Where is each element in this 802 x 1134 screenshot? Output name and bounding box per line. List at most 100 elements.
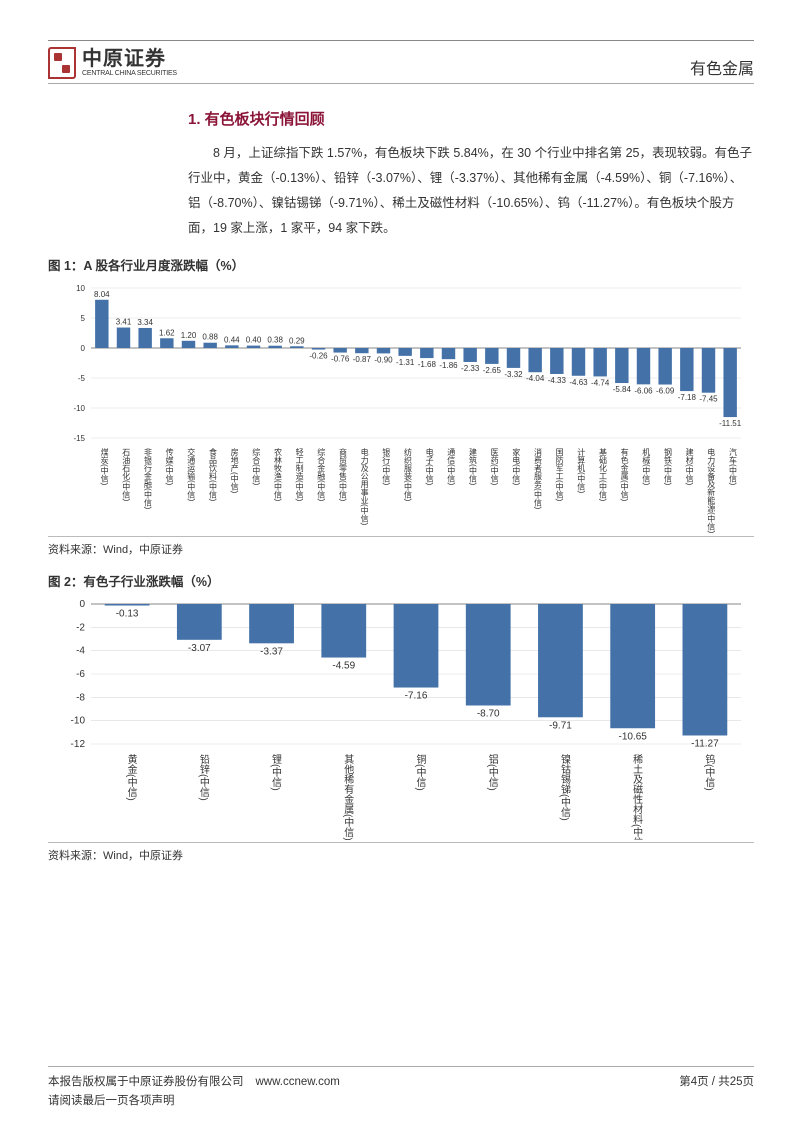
svg-text:-6.09: -6.09 [656, 387, 675, 396]
svg-text:基础化工(中信): 基础化工(中信) [598, 447, 607, 502]
svg-text:-8.70: -8.70 [477, 709, 500, 720]
svg-text:-10.65: -10.65 [618, 731, 647, 742]
svg-text:5: 5 [81, 314, 86, 323]
section-para: 8 月，上证综指下跌 1.57%，有色板块下跌 5.84%，在 30 个行业中排… [188, 141, 754, 241]
svg-text:0.38: 0.38 [267, 336, 283, 345]
svg-text:铝(中信): 铝(中信) [486, 754, 498, 791]
svg-text:-2.65: -2.65 [483, 366, 502, 375]
chart2-title: 图 2：有色子行业涨跌幅（%） [48, 571, 754, 590]
svg-text:电子(中信): 电子(中信) [425, 447, 434, 486]
svg-text:通信(中信): 通信(中信) [447, 447, 456, 486]
svg-text:0.88: 0.88 [202, 333, 218, 342]
svg-text:-1.86: -1.86 [439, 361, 458, 370]
footer-copyright: 本报告版权属于中原证券股份有限公司 [48, 1073, 244, 1089]
logo-block: 中原证券 CENTRAL CHINA SECURITIES [48, 47, 177, 79]
svg-text:-3.07: -3.07 [188, 643, 211, 654]
svg-text:-5: -5 [78, 374, 86, 383]
svg-text:-3.32: -3.32 [504, 370, 523, 379]
svg-text:有色金属(中信): 有色金属(中信) [620, 447, 629, 502]
svg-text:钢铁(中信): 钢铁(中信) [663, 447, 672, 486]
svg-text:1.20: 1.20 [181, 331, 197, 340]
header-rule [48, 83, 754, 84]
svg-text:-15: -15 [73, 434, 85, 443]
svg-text:国防军工(中信): 国防军工(中信) [555, 448, 564, 502]
svg-text:-3.37: -3.37 [260, 646, 283, 657]
svg-text:非银行金融(中信): 非银行金融(中信) [143, 447, 152, 510]
svg-text:0.44: 0.44 [224, 335, 240, 344]
svg-text:0.29: 0.29 [289, 336, 305, 345]
svg-text:-0.87: -0.87 [353, 355, 372, 364]
svg-text:-7.45: -7.45 [699, 395, 718, 404]
svg-text:电力及公用事业(中信): 电力及公用事业(中信) [360, 447, 369, 526]
svg-text:8.04: 8.04 [94, 290, 110, 299]
svg-text:3.34: 3.34 [137, 318, 153, 327]
chart1: -15 -10 -5 0 5 10 8.04 煤炭(中信) 3.41 石油石化(中信) 3.34 非银… [51, 280, 751, 534]
svg-text:3.41: 3.41 [116, 318, 132, 327]
svg-text:-7.18: -7.18 [678, 393, 697, 402]
svg-text:-10: -10 [73, 404, 85, 413]
logo-text: 中原证券 CENTRAL CHINA SECURITIES [82, 49, 177, 77]
page-footer: 本报告版权属于中原证券股份有限公司 www.ccnew.com 请阅读最后一页各… [48, 1066, 754, 1108]
svg-text:铜(中信): 铜(中信) [414, 754, 426, 791]
svg-text:电力设备及新能源(中信): 电力设备及新能源(中信) [707, 447, 716, 534]
svg-text:-6: -6 [76, 669, 85, 680]
svg-text:计算机(中信): 计算机(中信) [577, 447, 586, 494]
svg-text:石油石化(中信): 石油石化(中信) [122, 448, 131, 502]
svg-text:-1.31: -1.31 [396, 358, 415, 367]
svg-text:黄金(中信): 黄金(中信) [125, 753, 137, 801]
footer-disclaimer: 请阅读最后一页各项声明 [48, 1092, 340, 1108]
svg-text:综合(中信): 综合(中信) [252, 447, 261, 486]
chart1-source: 资料来源：Wind，中原证券 [48, 536, 754, 557]
logo-cn: 中原证券 [82, 49, 177, 70]
logo-en: CENTRAL CHINA SECURITIES [82, 70, 177, 77]
svg-text:0: 0 [81, 344, 86, 353]
svg-text:-4: -4 [76, 646, 85, 657]
report-page: 中原证券 CENTRAL CHINA SECURITIES 有色金属 1. 有色… [0, 0, 802, 1134]
svg-text:镍钴锡锑(中信): 镍钴锡锑(中信) [558, 753, 570, 821]
svg-text:综合金融(中信): 综合金融(中信) [317, 447, 326, 502]
svg-text:-6.06: -6.06 [634, 386, 653, 395]
logo-mark-icon [48, 47, 76, 79]
chart2-source: 资料来源：Wind，中原证券 [48, 842, 754, 863]
svg-text:-4.74: -4.74 [591, 378, 610, 387]
svg-text:-0.13: -0.13 [116, 609, 139, 620]
svg-text:-4.04: -4.04 [526, 374, 545, 383]
svg-text:其他稀有金属(中信): 其他稀有金属(中信) [342, 754, 354, 840]
svg-text:-2: -2 [76, 622, 85, 633]
svg-text:-4.63: -4.63 [569, 378, 588, 387]
svg-text:-4.33: -4.33 [548, 376, 567, 385]
svg-text:轻工制造(中信): 轻工制造(中信) [295, 447, 304, 502]
section-heading: 1. 有色板块行情回顾 [188, 108, 754, 129]
svg-text:农林牧渔(中信): 农林牧渔(中信) [273, 447, 282, 502]
svg-text:-9.71: -9.71 [549, 720, 572, 731]
svg-text:-4.59: -4.59 [332, 661, 355, 672]
svg-text:10: 10 [76, 284, 85, 293]
footer-left: 本报告版权属于中原证券股份有限公司 www.ccnew.com 请阅读最后一页各… [48, 1073, 340, 1108]
svg-text:-8: -8 [76, 692, 85, 703]
svg-text:-0.90: -0.90 [374, 355, 393, 364]
svg-text:汽车(中信): 汽车(中信) [728, 447, 737, 486]
svg-text:-12: -12 [71, 739, 86, 750]
svg-text:-0.26: -0.26 [309, 352, 328, 361]
svg-text:房地产(中信): 房地产(中信) [230, 447, 239, 494]
svg-text:-11.27: -11.27 [691, 738, 719, 749]
svg-text:-2.33: -2.33 [461, 364, 480, 373]
svg-text:交通运输(中信): 交通运输(中信) [187, 447, 196, 502]
svg-text:煤炭(中信): 煤炭(中信) [100, 447, 109, 486]
footer-url: www.ccnew.com [256, 1076, 340, 1088]
svg-text:商贸零售(中信): 商贸零售(中信) [338, 447, 347, 502]
svg-text:建筑(中信): 建筑(中信) [468, 447, 477, 486]
svg-text:铅锌(中信): 铅锌(中信) [197, 753, 209, 801]
svg-text:-5.84: -5.84 [613, 385, 632, 394]
svg-text:锂(中信): 锂(中信) [270, 754, 282, 791]
svg-text:0.40: 0.40 [246, 336, 262, 345]
svg-text:0: 0 [79, 599, 85, 610]
svg-text:家电(中信): 家电(中信) [512, 447, 521, 486]
svg-text:-7.16: -7.16 [405, 691, 428, 702]
footer-page: 第4页 / 共25页 [679, 1073, 754, 1108]
svg-text:医药(中信): 医药(中信) [490, 448, 499, 486]
svg-text:-11.51: -11.51 [719, 419, 742, 428]
svg-text:稀土及磁性材料(中信): 稀土及磁性材料(中信) [631, 753, 643, 840]
svg-text:-10: -10 [71, 716, 86, 727]
chart2: -12 -10 -8 -6 -4 -2 0 -0.13 黄金(中信) -3.07 铅锌(中信) -3.… [51, 596, 751, 840]
